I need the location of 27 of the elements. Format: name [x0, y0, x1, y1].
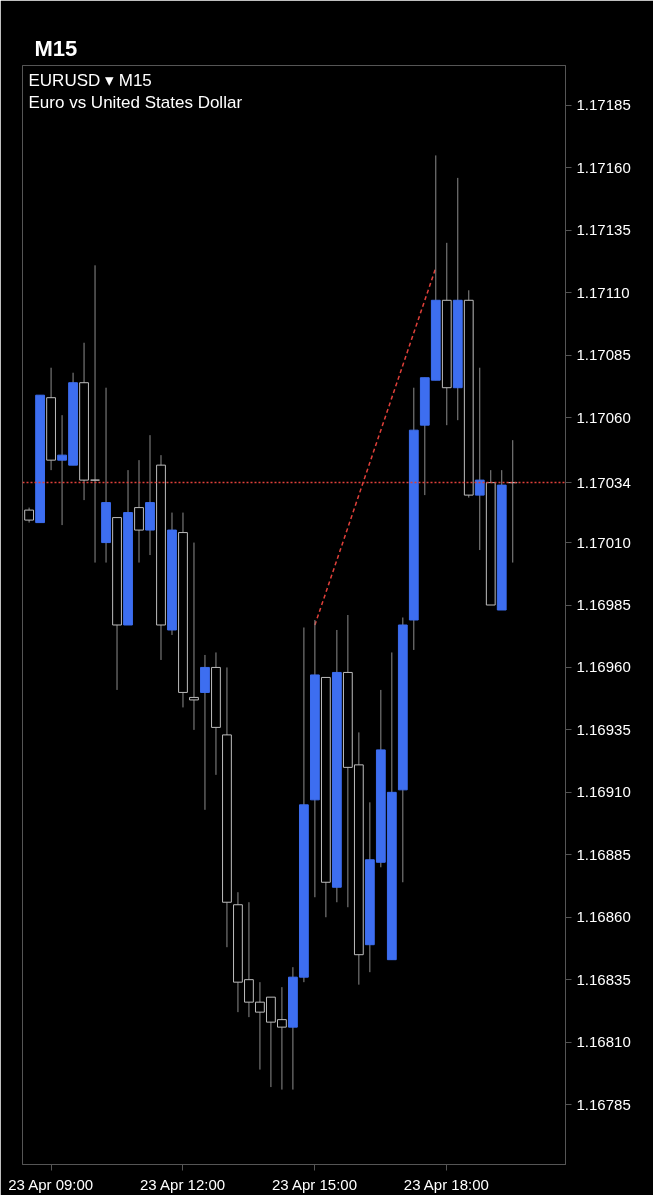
y-tick-label: 1.17085 [576, 346, 631, 364]
y-tick-label: 1.17160 [576, 158, 631, 176]
text: M15 [34, 35, 78, 61]
y-tick-label: 1.17010 [576, 533, 631, 551]
x-tick-label: 23 Apr 15:00 [271, 1175, 358, 1193]
y-tick-label: 1.16935 [576, 720, 631, 738]
y-tick-label: 1.16960 [576, 658, 631, 676]
x-tick-label: 23 Apr 09:00 [8, 1175, 94, 1193]
y-tick-label: 1.16985 [576, 596, 631, 614]
candlestick [474, 367, 485, 551]
y-tick-label: 1.17060 [576, 408, 631, 426]
y-tick-label: 1.17185 [576, 96, 631, 114]
x-tick-label: 23 Apr 18:00 [403, 1175, 489, 1193]
x-tick-label: 23 Apr 12:00 [140, 1175, 226, 1193]
y-tick-label: 1.16860 [576, 908, 631, 926]
y-tick-label: 1.16810 [576, 1033, 631, 1051]
y-tick-label: 1.17135 [576, 221, 631, 239]
candlestick [189, 542, 199, 731]
chart-title: EURUSD ▾ M15 [28, 70, 152, 90]
y-tick-label: 1.16835 [576, 970, 631, 988]
candlestick [134, 459, 144, 564]
y-tick-label: 1.16785 [576, 1095, 631, 1113]
y-tick-label: 1.17110 [576, 283, 630, 301]
ref-line-label: 1.17034 [576, 473, 631, 491]
text: Euro vs United States Dollar [28, 92, 243, 112]
y-tick-label: 1.16885 [576, 845, 631, 863]
y-tick-label: 1.16910 [576, 783, 631, 801]
